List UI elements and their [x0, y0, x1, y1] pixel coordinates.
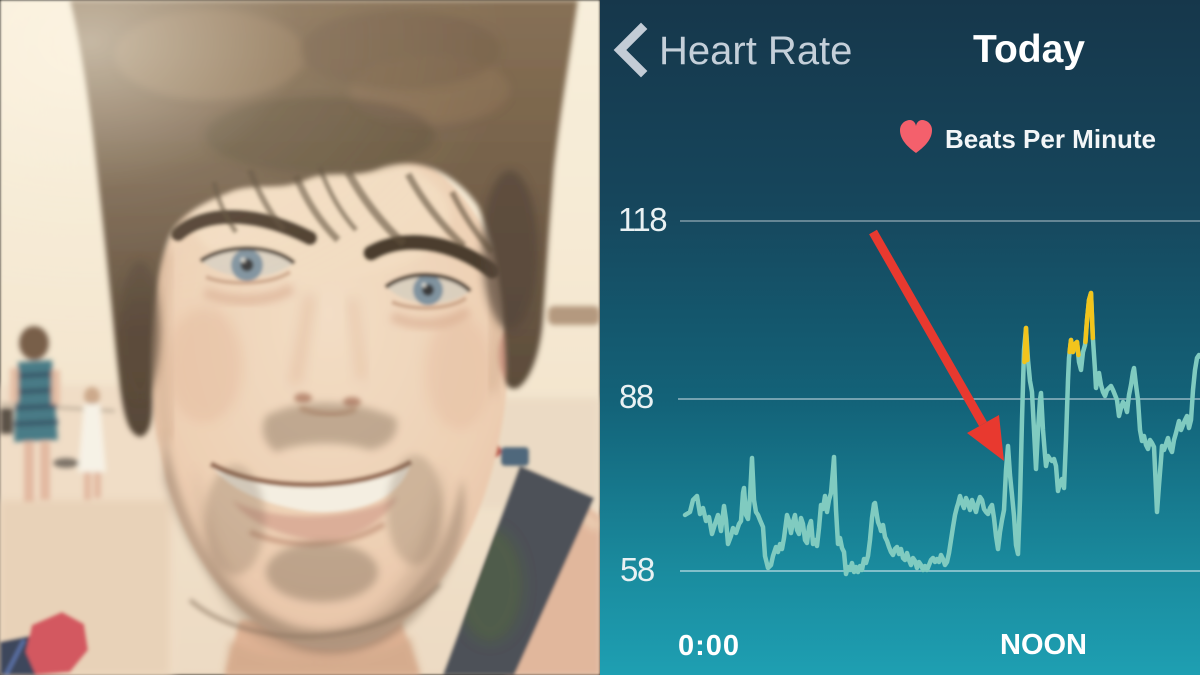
svg-text:Today: Today: [973, 28, 1085, 71]
svg-text:Heart Rate: Heart Rate: [659, 29, 852, 73]
svg-text:0:00: 0:00: [678, 630, 740, 662]
svg-text:58: 58: [620, 551, 654, 588]
svg-text:NOON: NOON: [1000, 629, 1087, 661]
svg-text:88: 88: [619, 378, 653, 415]
svg-text:Beats Per Minute: Beats Per Minute: [945, 124, 1156, 154]
svg-text:118: 118: [618, 201, 666, 238]
